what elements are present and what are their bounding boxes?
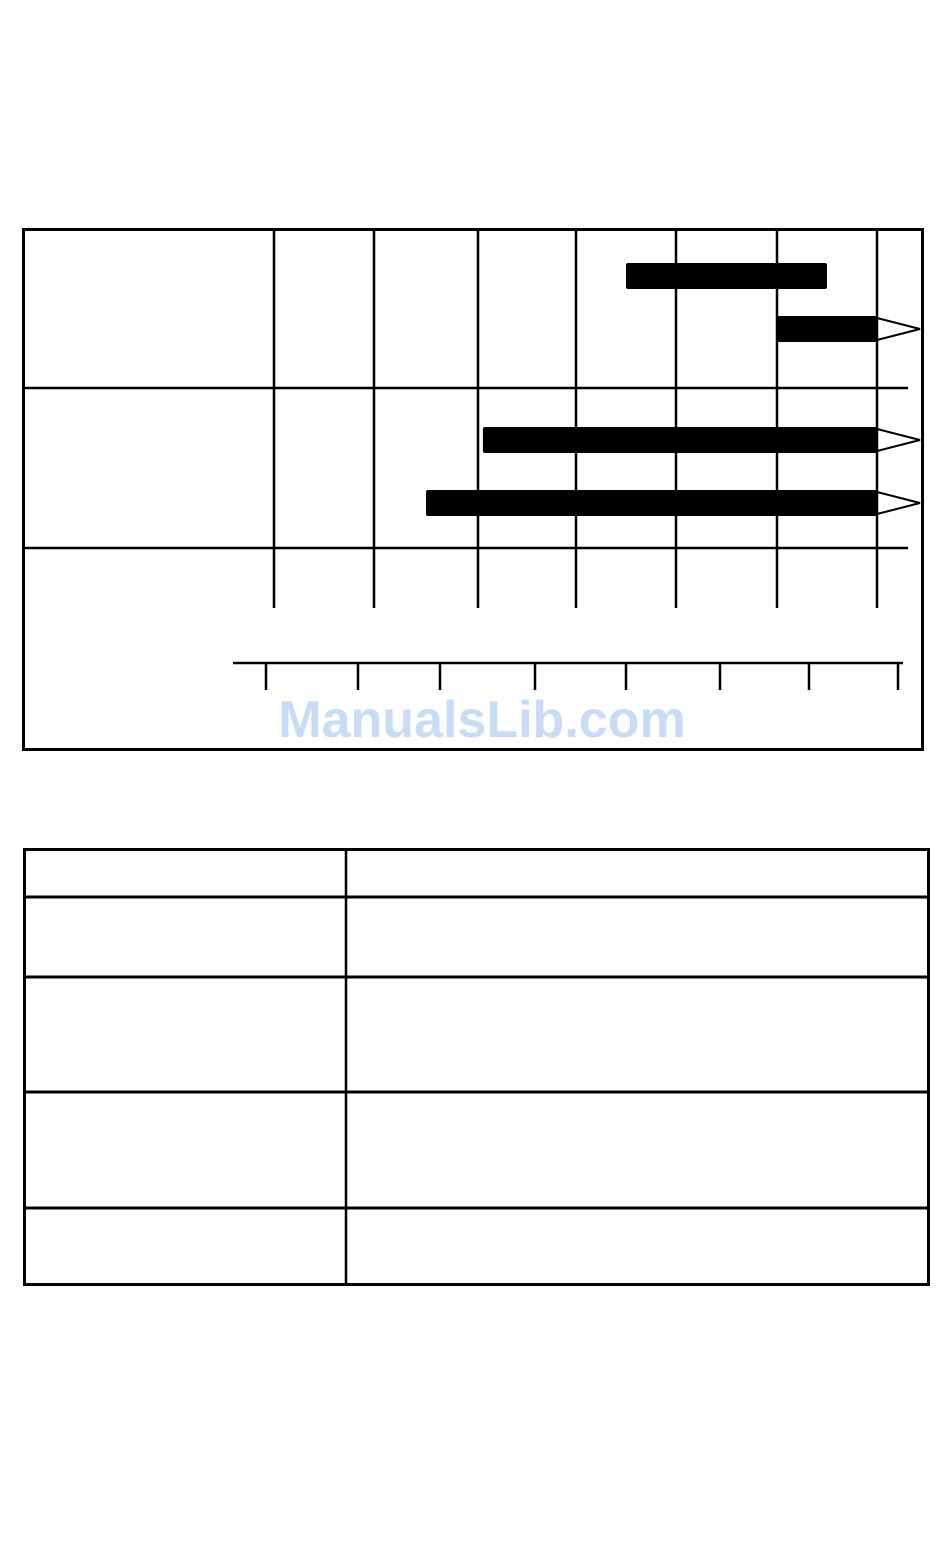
gantt-bar [482, 427, 877, 453]
chart-frame [22, 228, 924, 751]
continuation-arrow-icon [876, 491, 921, 515]
table-frame [23, 848, 930, 1286]
gantt-bar [777, 316, 877, 342]
continuation-arrow-icon [876, 428, 921, 452]
gantt-bar [426, 490, 877, 516]
continuation-arrow-icon [876, 317, 921, 341]
gantt-bar [626, 263, 827, 289]
watermark: ManualsLib.com [278, 691, 686, 749]
